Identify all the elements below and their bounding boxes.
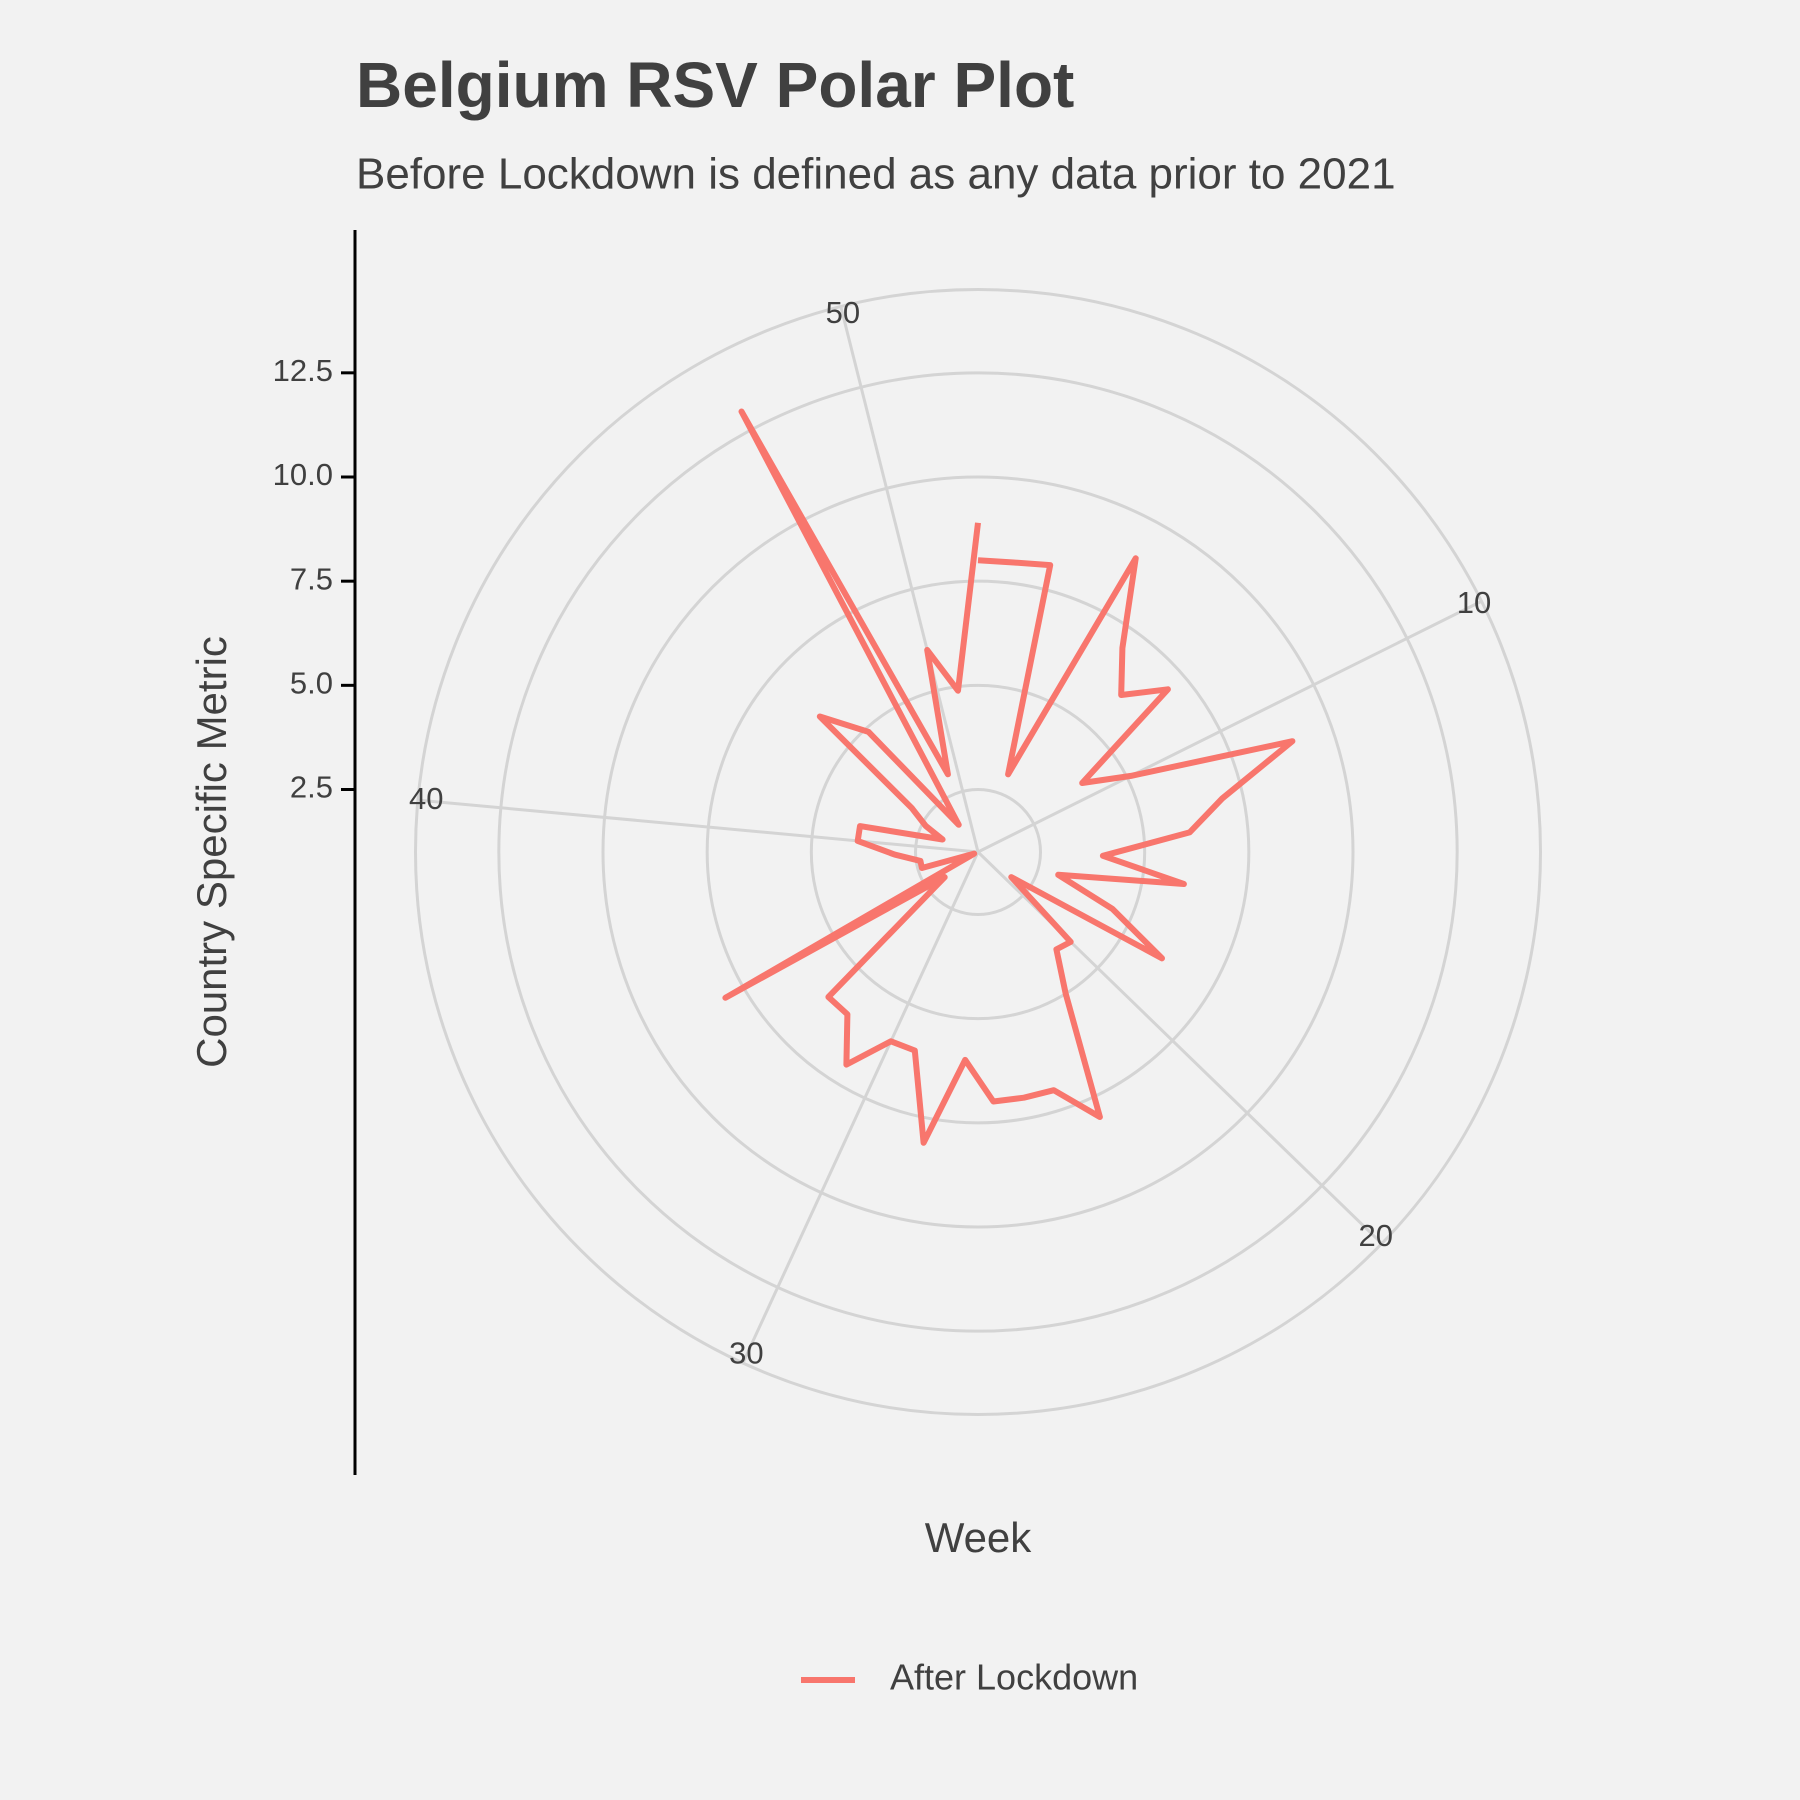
grid-ring [914,788,1042,916]
y-tick-label: 2.5 [290,770,333,805]
grid-ring [601,475,1355,1229]
grid-ring [809,683,1147,1021]
outer-grid-circle [414,288,1542,1416]
x-tick-label: 50 [826,295,860,330]
x-tick-label: 40 [409,781,443,816]
grid-spoke [977,599,1483,854]
chart-subtitle: Before Lockdown is defined as any data p… [356,150,1396,199]
x-axis-title: Week [925,1514,1033,1561]
x-tick-label: 10 [1457,585,1491,620]
x-tick-label: 30 [729,1336,763,1371]
series-line [722,408,1296,1146]
grid-spoke [417,798,979,854]
x-tick-label: 20 [1359,1218,1393,1253]
y-axis-title: Country Specific Metric [188,636,235,1068]
grid-ring [705,579,1251,1125]
chart-title: Belgium RSV Polar Plot [356,49,1074,121]
y-tick-label: 7.5 [290,561,333,596]
y-tick-label: 5.0 [290,666,333,701]
legend-label: After Lockdown [890,1657,1138,1698]
grid-spoke [741,851,980,1364]
grid-spoke [839,306,980,853]
y-tick-label: 10.0 [273,457,333,492]
y-tick-label: 12.5 [273,353,333,388]
grid-ring [497,371,1459,1333]
